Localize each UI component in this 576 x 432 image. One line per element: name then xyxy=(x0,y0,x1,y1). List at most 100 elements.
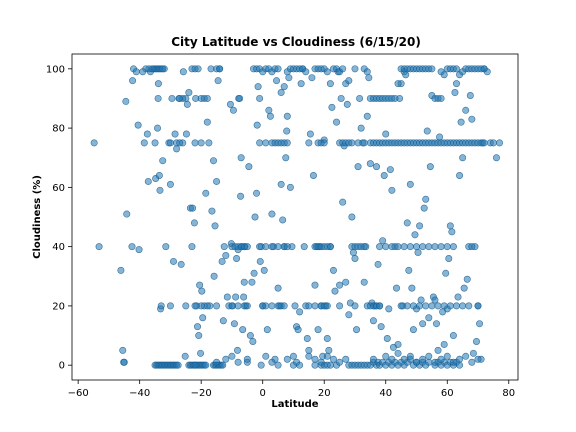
data-point xyxy=(387,166,393,172)
data-point xyxy=(263,303,269,309)
data-point xyxy=(278,89,284,95)
data-point xyxy=(213,359,219,365)
data-point xyxy=(287,184,293,190)
x-axis: −60 −40 −20 0 20 40 60 80 xyxy=(68,380,516,399)
data-point xyxy=(284,243,290,249)
data-point xyxy=(379,238,385,244)
x-tick-label: −20 xyxy=(191,388,212,399)
data-point xyxy=(210,157,216,163)
data-point xyxy=(355,163,361,169)
data-point xyxy=(350,249,356,255)
data-point xyxy=(186,89,192,95)
data-point xyxy=(461,285,467,291)
x-tick-label: 20 xyxy=(318,388,331,399)
data-point xyxy=(458,119,464,125)
data-point xyxy=(197,350,203,356)
data-point xyxy=(315,326,321,332)
data-points xyxy=(91,66,503,369)
data-point xyxy=(435,303,441,309)
data-point xyxy=(349,214,355,220)
data-point xyxy=(370,318,376,324)
data-point xyxy=(446,255,452,261)
data-point xyxy=(481,66,487,72)
data-point xyxy=(346,312,352,318)
data-point xyxy=(352,66,358,72)
data-point xyxy=(224,294,230,300)
data-point xyxy=(426,243,432,249)
data-point xyxy=(469,359,475,365)
data-point xyxy=(167,140,173,146)
data-point xyxy=(232,294,238,300)
data-point xyxy=(220,362,226,368)
y-tick-label: 80 xyxy=(52,124,65,135)
data-point xyxy=(426,359,432,365)
chart-title: City Latitude vs Cloudiness (6/15/20) xyxy=(171,35,421,49)
data-point xyxy=(219,258,225,264)
data-point xyxy=(481,140,487,146)
data-point xyxy=(235,303,241,309)
data-point xyxy=(352,303,358,309)
data-point xyxy=(163,243,169,249)
data-point xyxy=(244,303,250,309)
data-point xyxy=(292,303,298,309)
data-point xyxy=(298,80,304,86)
data-point xyxy=(269,211,275,217)
data-point xyxy=(206,140,212,146)
data-point xyxy=(467,92,473,98)
data-point xyxy=(123,98,129,104)
data-point xyxy=(129,77,135,83)
data-point xyxy=(253,190,259,196)
data-point xyxy=(293,359,299,365)
data-point xyxy=(240,294,246,300)
data-point xyxy=(191,220,197,226)
data-point xyxy=(452,89,458,95)
data-point xyxy=(353,326,359,332)
data-point xyxy=(361,279,367,285)
data-point xyxy=(136,246,142,252)
data-point xyxy=(306,347,312,353)
data-point xyxy=(426,315,432,321)
data-point xyxy=(236,95,242,101)
data-point xyxy=(221,243,227,249)
data-point xyxy=(324,353,330,359)
data-point xyxy=(220,318,226,324)
data-point xyxy=(290,353,296,359)
data-point xyxy=(344,101,350,107)
data-point xyxy=(184,101,190,107)
data-point xyxy=(176,140,182,146)
data-point xyxy=(192,303,198,309)
data-point xyxy=(204,119,210,125)
data-point xyxy=(470,350,476,356)
data-point xyxy=(433,320,439,326)
data-point xyxy=(203,190,209,196)
data-point xyxy=(227,101,233,107)
data-point xyxy=(263,140,269,146)
data-point xyxy=(275,362,281,368)
data-point xyxy=(306,353,312,359)
y-tick-label: 40 xyxy=(52,242,65,253)
data-point xyxy=(389,356,395,362)
data-point xyxy=(407,181,413,187)
data-point xyxy=(450,243,456,249)
data-point xyxy=(366,75,372,81)
data-point xyxy=(216,66,222,72)
data-point xyxy=(244,243,250,249)
data-point xyxy=(383,353,389,359)
x-axis-title: Latitude xyxy=(271,399,318,410)
data-point xyxy=(410,303,416,309)
data-point xyxy=(404,220,410,226)
data-point xyxy=(473,338,479,344)
data-point xyxy=(91,140,97,146)
data-point xyxy=(393,285,399,291)
data-point xyxy=(419,243,425,249)
data-point xyxy=(312,303,318,309)
data-point xyxy=(416,223,422,229)
data-point xyxy=(275,243,281,249)
data-point xyxy=(183,131,189,137)
data-point xyxy=(173,146,179,152)
data-point xyxy=(278,181,284,187)
data-point xyxy=(432,297,438,303)
data-point xyxy=(415,249,421,255)
x-tick-label: 40 xyxy=(379,388,392,399)
data-point xyxy=(336,282,342,288)
